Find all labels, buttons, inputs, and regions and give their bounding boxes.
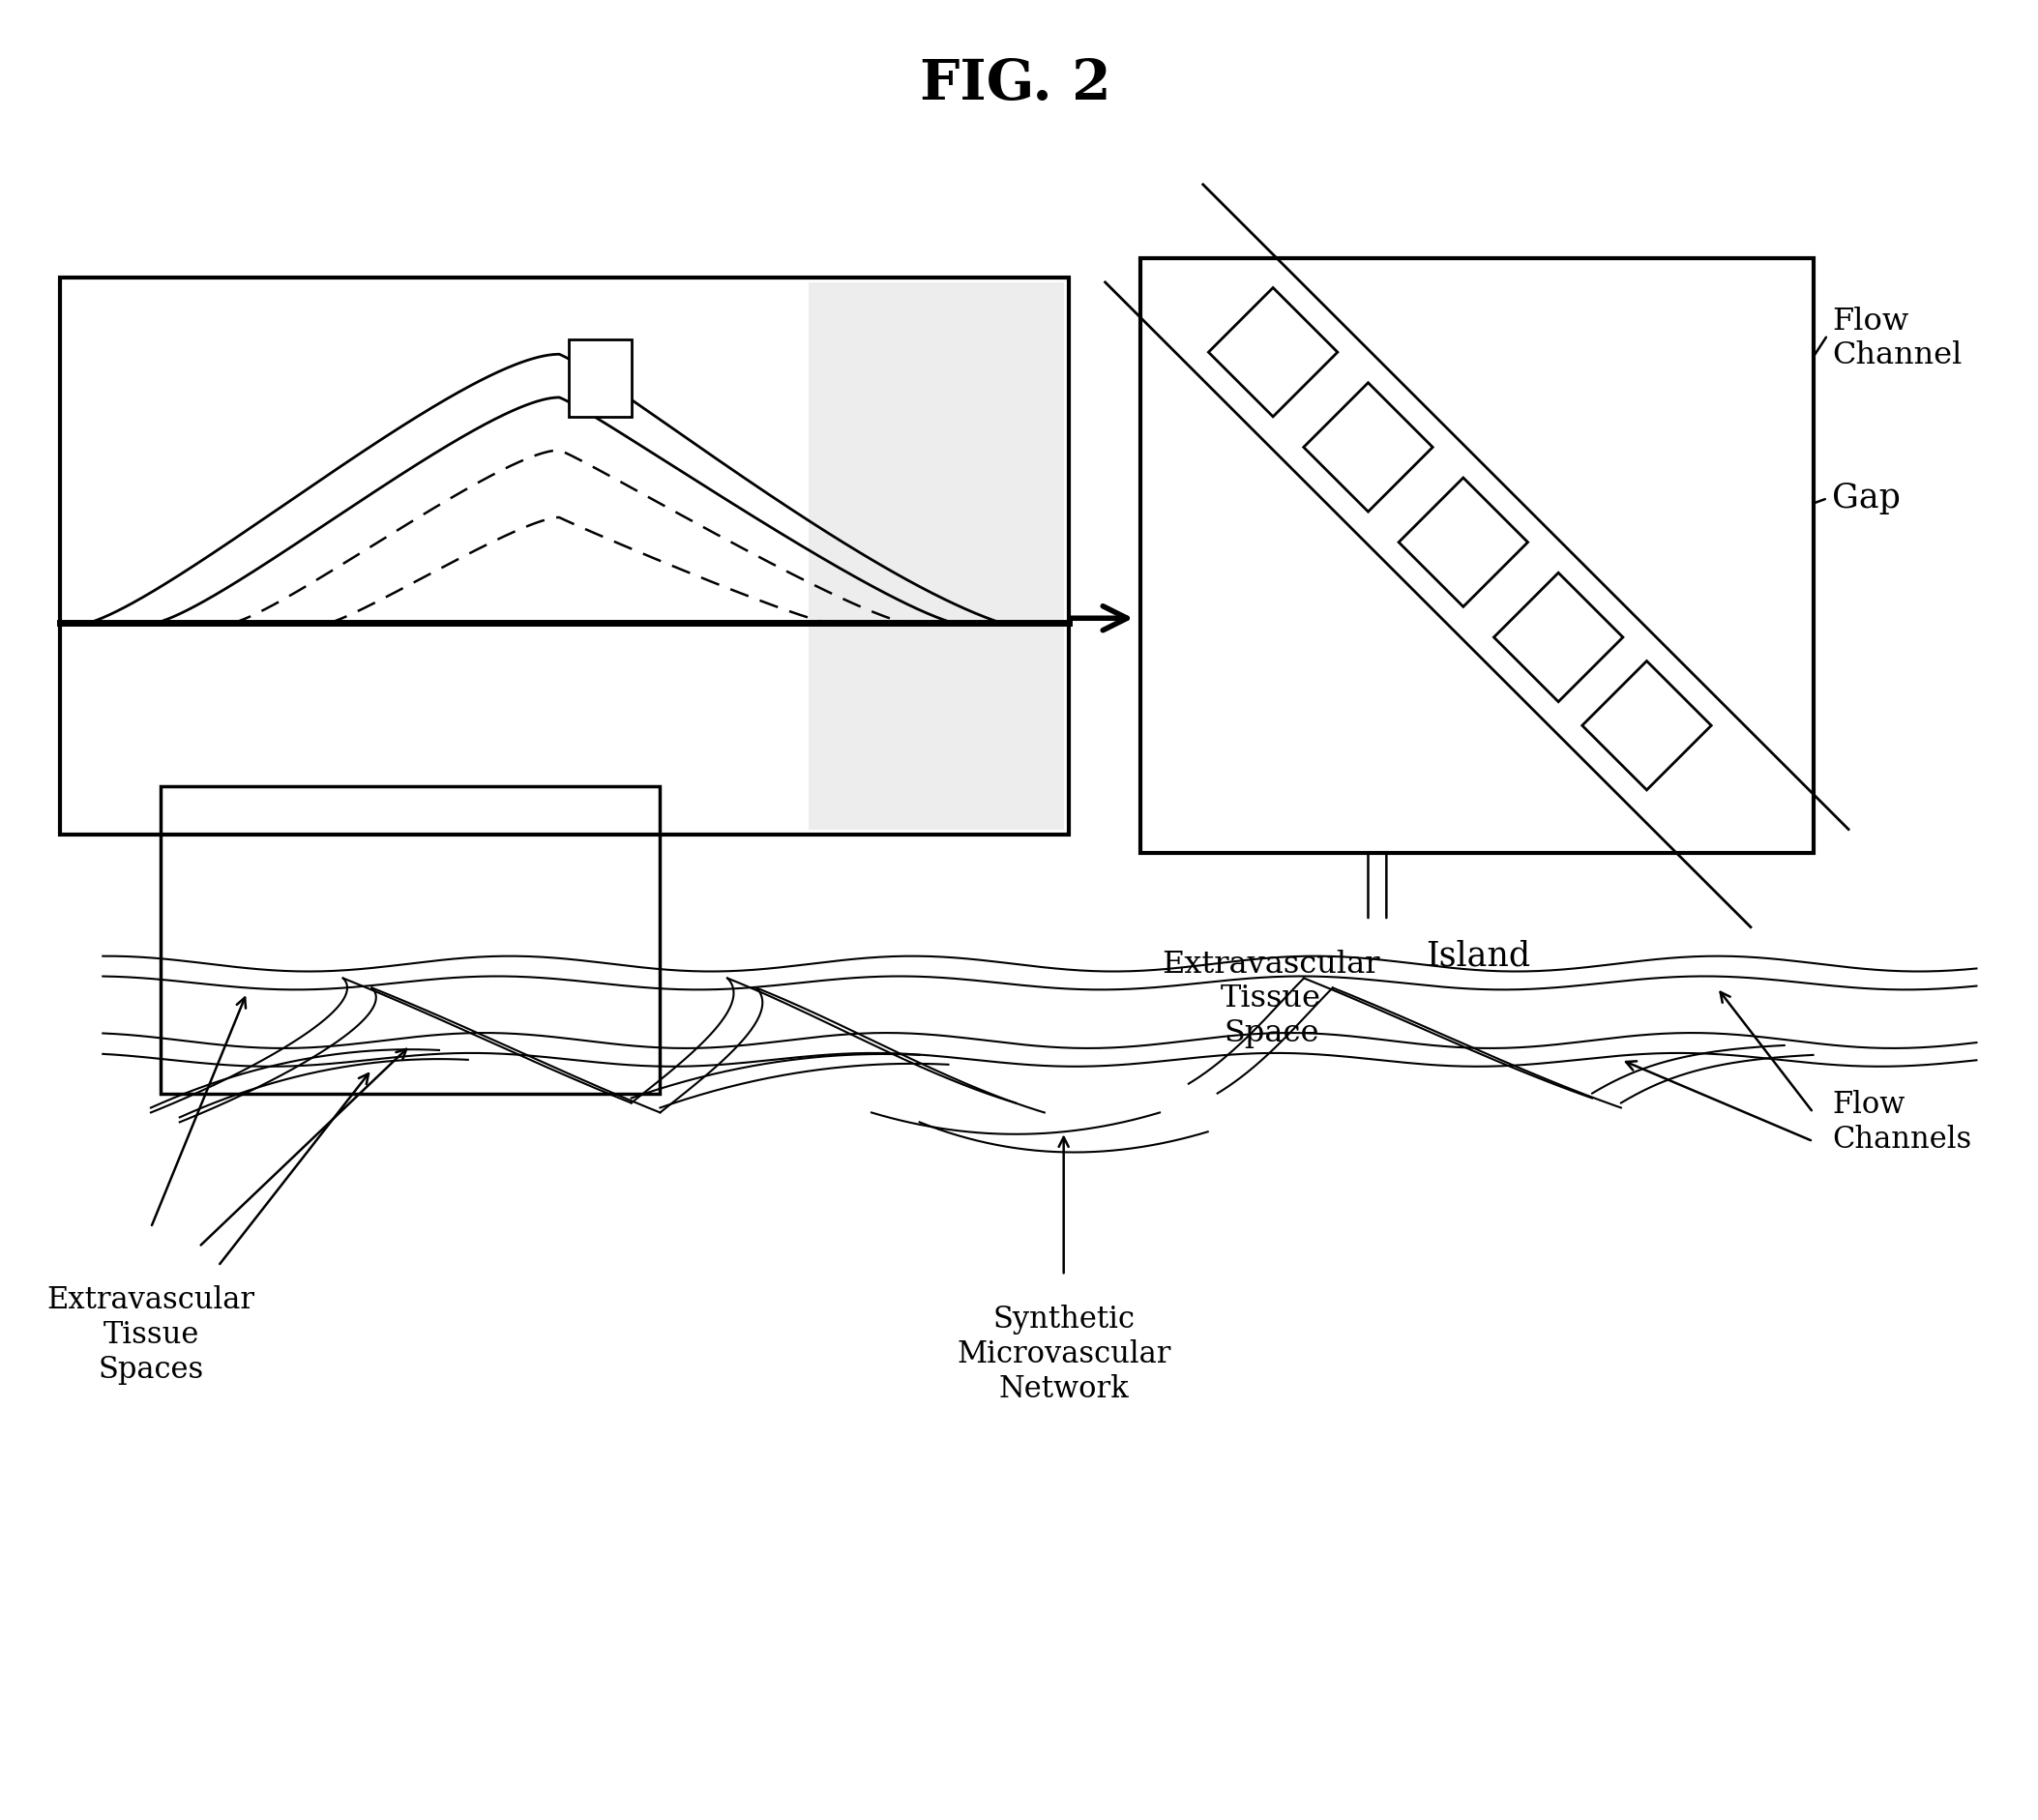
Polygon shape (1209, 288, 1337, 417)
Text: Synthetic
Microvascular
Network: Synthetic Microvascular Network (956, 1305, 1170, 1403)
Text: Island: Island (1427, 939, 1531, 972)
Bar (569, 340, 632, 417)
Polygon shape (1398, 477, 1528, 606)
Polygon shape (1581, 661, 1712, 790)
Bar (1141, 258, 1814, 854)
Text: FIG. 2: FIG. 2 (919, 56, 1111, 111)
Polygon shape (1494, 573, 1622, 703)
Text: Flow
Channel: Flow Channel (1832, 306, 1963, 371)
Text: Gap: Gap (1832, 482, 1901, 515)
Bar (59, 277, 1068, 834)
Bar (161, 786, 660, 1094)
Text: Flow
Channels: Flow Channels (1832, 1090, 1973, 1154)
Text: Extravascular
Tissue
Space: Extravascular Tissue Space (1162, 950, 1380, 1048)
Text: Extravascular
Tissue
Spaces: Extravascular Tissue Spaces (47, 1285, 255, 1385)
Bar (809, 282, 1064, 830)
Polygon shape (1304, 382, 1433, 511)
